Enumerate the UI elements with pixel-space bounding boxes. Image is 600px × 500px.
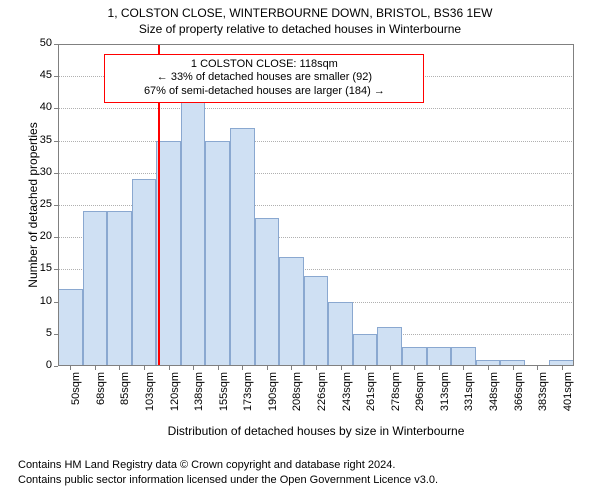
x-tick-label: 296sqm (414, 372, 426, 432)
x-tick-label: 278sqm (390, 372, 402, 432)
y-tick-label: 25 (12, 198, 52, 210)
x-tick-mark (341, 366, 342, 370)
footer-copyright-2: Contains public sector information licen… (18, 474, 438, 486)
y-tick-label: 30 (12, 166, 52, 178)
y-tick-label: 5 (12, 327, 52, 339)
y-tick-label: 45 (12, 69, 52, 81)
x-tick-label: 190sqm (267, 372, 279, 432)
x-tick-label: 313sqm (439, 372, 451, 432)
x-tick-mark (242, 366, 243, 370)
y-tick-label: 20 (12, 230, 52, 242)
x-tick-mark (291, 366, 292, 370)
x-tick-label: 261sqm (365, 372, 377, 432)
x-tick-label: 50sqm (70, 372, 82, 432)
y-tick-mark (54, 141, 58, 142)
x-tick-mark (488, 366, 489, 370)
y-tick-label: 0 (12, 359, 52, 371)
y-tick-label: 50 (12, 37, 52, 49)
y-tick-mark (54, 334, 58, 335)
y-tick-mark (54, 366, 58, 367)
x-tick-label: 331sqm (463, 372, 475, 432)
x-tick-label: 155sqm (218, 372, 230, 432)
x-tick-label: 348sqm (488, 372, 500, 432)
chart-subtitle: Size of property relative to detached ho… (0, 22, 600, 36)
y-tick-mark (54, 205, 58, 206)
y-tick-label: 10 (12, 295, 52, 307)
annotation-line-2: ← 33% of detached houses are smaller (92… (111, 71, 417, 85)
y-tick-mark (54, 173, 58, 174)
x-tick-label: 366sqm (513, 372, 525, 432)
x-tick-mark (463, 366, 464, 370)
x-tick-mark (267, 366, 268, 370)
x-tick-mark (365, 366, 366, 370)
x-tick-mark (169, 366, 170, 370)
x-tick-label: 138sqm (193, 372, 205, 432)
x-tick-mark (193, 366, 194, 370)
annotation-box: 1 COLSTON CLOSE: 118sqm ← 33% of detache… (104, 54, 424, 103)
y-tick-mark (54, 269, 58, 270)
x-tick-label: 85sqm (119, 372, 131, 432)
footer-copyright-1: Contains HM Land Registry data © Crown c… (18, 459, 395, 471)
x-tick-label: 401sqm (562, 372, 574, 432)
x-tick-mark (144, 366, 145, 370)
annotation-line-3: 67% of semi-detached houses are larger (… (111, 85, 417, 99)
plot-area: 1 COLSTON CLOSE: 118sqm ← 33% of detache… (58, 44, 574, 366)
x-tick-mark (562, 366, 563, 370)
x-tick-label: 208sqm (291, 372, 303, 432)
x-tick-mark (119, 366, 120, 370)
y-tick-mark (54, 76, 58, 77)
y-tick-mark (54, 108, 58, 109)
y-tick-label: 15 (12, 262, 52, 274)
x-tick-mark (218, 366, 219, 370)
x-tick-mark (390, 366, 391, 370)
x-tick-label: 103sqm (144, 372, 156, 432)
chart-title: 1, COLSTON CLOSE, WINTERBOURNE DOWN, BRI… (0, 6, 600, 20)
x-tick-mark (414, 366, 415, 370)
x-tick-label: 120sqm (169, 372, 181, 432)
y-tick-label: 40 (12, 101, 52, 113)
x-tick-label: 226sqm (316, 372, 328, 432)
y-tick-label: 35 (12, 134, 52, 146)
x-tick-label: 173sqm (242, 372, 254, 432)
x-axis-label: Distribution of detached houses by size … (58, 424, 574, 438)
x-tick-label: 383sqm (537, 372, 549, 432)
page-root: 1, COLSTON CLOSE, WINTERBOURNE DOWN, BRI… (0, 0, 600, 500)
x-tick-mark (316, 366, 317, 370)
y-tick-mark (54, 44, 58, 45)
x-tick-label: 243sqm (341, 372, 353, 432)
x-tick-mark (439, 366, 440, 370)
x-tick-label: 68sqm (95, 372, 107, 432)
x-tick-mark (70, 366, 71, 370)
x-tick-mark (95, 366, 96, 370)
y-tick-mark (54, 302, 58, 303)
y-tick-mark (54, 237, 58, 238)
x-tick-mark (537, 366, 538, 370)
x-tick-mark (513, 366, 514, 370)
annotation-line-1: 1 COLSTON CLOSE: 118sqm (111, 58, 417, 72)
